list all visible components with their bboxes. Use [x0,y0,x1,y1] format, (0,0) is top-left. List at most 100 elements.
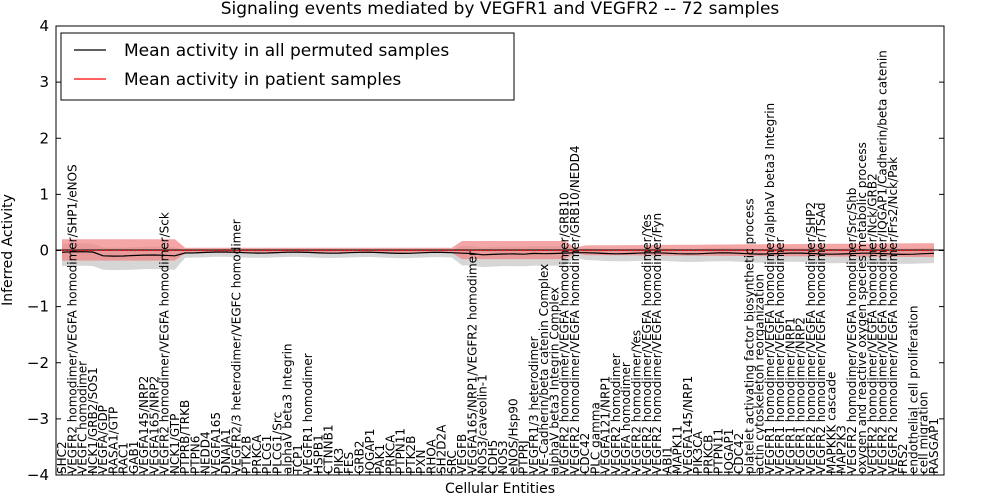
x-tick-label-24: VEGFR1 homodimer [301,353,315,474]
x-tick-label-9: VEGFA165/NRP2 [147,376,161,474]
x-tick-label-8: VEGFA145/NRP2 [137,376,151,474]
y-tick-label-5: −1 [27,298,49,316]
x-tick-label-22: alphaV beta3 Integrin [281,343,295,474]
x-tick-label-80: VEGFR2 homodimer/VEGFA homodimer/IQGAP1/… [876,50,890,474]
x-tick-label-47: VE-Cadherin/beta catenin Complex [537,264,551,474]
x-tick-label-16: DNAJA1 [219,428,233,474]
y-ticks: 4 3 2 1 0 −1 −2 −3 −4 [27,17,944,484]
x-tick-label-44: eNOS/Hsp90 [506,398,520,474]
x-tick-label-70: VEGFR1 homodimer/VEGFA homodimer [773,237,787,474]
x-tick-label-12: PTPRB/TRKB [178,400,192,474]
x-tick-label-68: actin cytoskeleton reorganization [753,274,767,474]
x-tick-label-33: PTPN11 [394,428,408,474]
y-tick-label-8: −4 [27,466,49,484]
x-tick-label-45: PTPRJ [517,440,531,474]
x-tick-label-62: PIK3CA [691,430,705,474]
x-tick-label-5: RASA1/GTP [106,407,120,474]
x-tick-label-46: VEGFR1/3 heterodimer [527,336,541,474]
x-tick-label-49: VEGFR2 homodimer/VEGFA homodimer/GRB10 [558,192,572,474]
x-tick-label-60: MAPK11 [671,425,685,474]
x-tick-label-36: RHOA [424,438,438,474]
x-tick-label-65: IQGAP1 [722,429,736,474]
chart-title: Signaling events mediated by VEGFR1 and … [221,0,780,19]
x-tick-label-51: CDC42 [578,433,592,474]
x-tick-label-75: MAPKKK cascade [824,372,838,474]
x-tick-label-66: CDC42 [732,433,746,474]
x-tick-label-28: FES [342,452,356,474]
x-tick-label-73: VEGFR2 homodimer/VEGFA homodimer/SHP2 [804,202,818,474]
x-tick-label-32: PRKCA [383,434,397,474]
legend-box [60,32,515,101]
x-tick-label-35: PXN [414,450,428,474]
x-tick-label-13: PTPN6 [188,436,202,474]
x-tick-label-17: VEGFR2/3 heterodimer/VEGFC homodimer [229,219,243,474]
x-tick-label-69: VEGFR1 homodimer/VEGFA homodimer/alphaV … [763,103,777,474]
x-tick-label-57: VEGFR2 homodimer/VEGFA homodimer/Yes [640,214,654,474]
x-tick-label-42: CDH5 [486,440,500,474]
legend-label-permuted: Mean activity in all permuted samples [124,41,449,61]
x-tick-label-38: SRC [445,450,459,474]
x-tick-label-19: PRKCA [250,434,264,474]
x-tick-label-59: ABI1 [660,446,674,474]
x-tick-label-79: VEGFR2 homodimer/VEGFA homodimer/Nck/GRB… [865,173,879,474]
x-tick-label-76: MAP2K3 [835,425,849,474]
x-tick-label-31: PAK1 [373,444,387,474]
y-tick-label-2: 2 [39,129,49,147]
x-axis-label: Cellular Entities [445,481,555,497]
x-tick-label-58: VEGFR2 homodimer/VEGFA homodimer/Fyn [650,213,664,474]
x-tick-label-48: alphaV beta3 Integrin Complex [547,287,561,474]
x-tick-label-39: VEGFB [455,434,469,474]
x-tick-label-84: cell migration [917,392,931,474]
x-tick-label-78: oxygen and reactive oxygen species metab… [855,142,869,474]
x-tick-label-74: VEGFR2 homodimer/VEGFA homodimer/TSAd [814,203,828,474]
x-tick-label-85: RASGAP1 [927,418,941,474]
x-tick-label-4: VEGFA/GDP [96,405,110,474]
x-tick-label-6: RAC1 [117,442,131,474]
x-tick-label-55: VEGFA homodimer [619,362,633,474]
y-axis: 4 3 2 1 0 −1 −2 −3 −4 Inferred Activity [0,17,944,484]
y-tick-label-7: −3 [27,410,49,428]
x-tick-label-1: VEGFR2 homodimer/VEGFA homodimer/SHP1/eN… [65,164,79,474]
x-tick-label-2: VEGFC homodimer [76,361,90,474]
x-tick-label-41: NOS3/caveolin-1 [476,374,490,474]
x-tick-label-23: TCP1 [291,444,305,475]
x-tick-label-18: PTK2B [240,436,254,474]
line-permuted-samples [61,251,935,257]
x-tick-label-27: PIK3 [332,448,346,474]
x-tick-label-29: GRB2 [353,440,367,474]
y-axis-label: Inferred Activity [0,194,16,306]
x-tick-label-7: GAB1 [127,441,141,474]
y-tick-label-3: 1 [39,185,49,203]
x-tick-label-25: HSPB1 [311,434,325,474]
x-tick-label-10: VEGFR2 homodimer/VEGFA homodimer/Sck [158,212,172,474]
x-tick-label-30: IQGAP1 [363,429,377,474]
x-tick-label-72: VEGFR1 homodimer/NRP2 [794,317,808,474]
legend-label-patient: Mean activity in patient samples [124,70,401,90]
x-tick-label-0: SHC2 [55,441,69,474]
x-tick-label-21: PLCG1/Src [270,412,284,474]
x-tick-label-3: NCK1/GRB2/SOS1 [86,367,100,474]
y-tick-label-1: 3 [39,73,49,91]
x-tick-label-54: VEGFR2 homodimer [609,353,623,474]
x-tick-label-43: NOS3 [496,440,510,474]
x-tick-label-71: VEGFR1 homodimer/NRP1 [783,317,797,474]
x-tick-label-63: PRKCB [701,435,715,474]
x-tick-label-77: VEGFR2 homodimer/VEGFA homodimer/Src/Shb [845,188,859,474]
x-tick-label-64: PTPN11 [712,428,726,474]
x-tick-label-40: VEGFA165/NRP1/VEGFR2 homodimer [465,251,479,474]
x-tick-label-83: endothelial cell proliferation [906,306,920,474]
x-tick-label-53: VEGFA121/NRP1 [599,376,613,474]
x-tick-label-50: VEGFR2 homodimer/VEGFA homodimer/GRB10/N… [568,145,582,474]
x-tick-label-37: SH2D2A [435,424,449,474]
x-tick-label-81: VEGFR2 homodimer/VEGFA homodimer/Frs2/Nc… [886,157,900,474]
x-tick-label-52: PLC gamma [588,402,602,474]
x-tick-label-34: PTK2B [404,436,418,474]
x-tick-label-26: CTNNB1 [322,424,336,474]
x-tick-label-82: FRS2 [896,444,910,475]
x-tick-label-56: VEGFR2 homodimer/Yes [629,330,643,474]
x-tick-label-15: VEGFA165 [209,412,223,474]
legend: Mean activity in all permuted samples Me… [60,32,515,101]
